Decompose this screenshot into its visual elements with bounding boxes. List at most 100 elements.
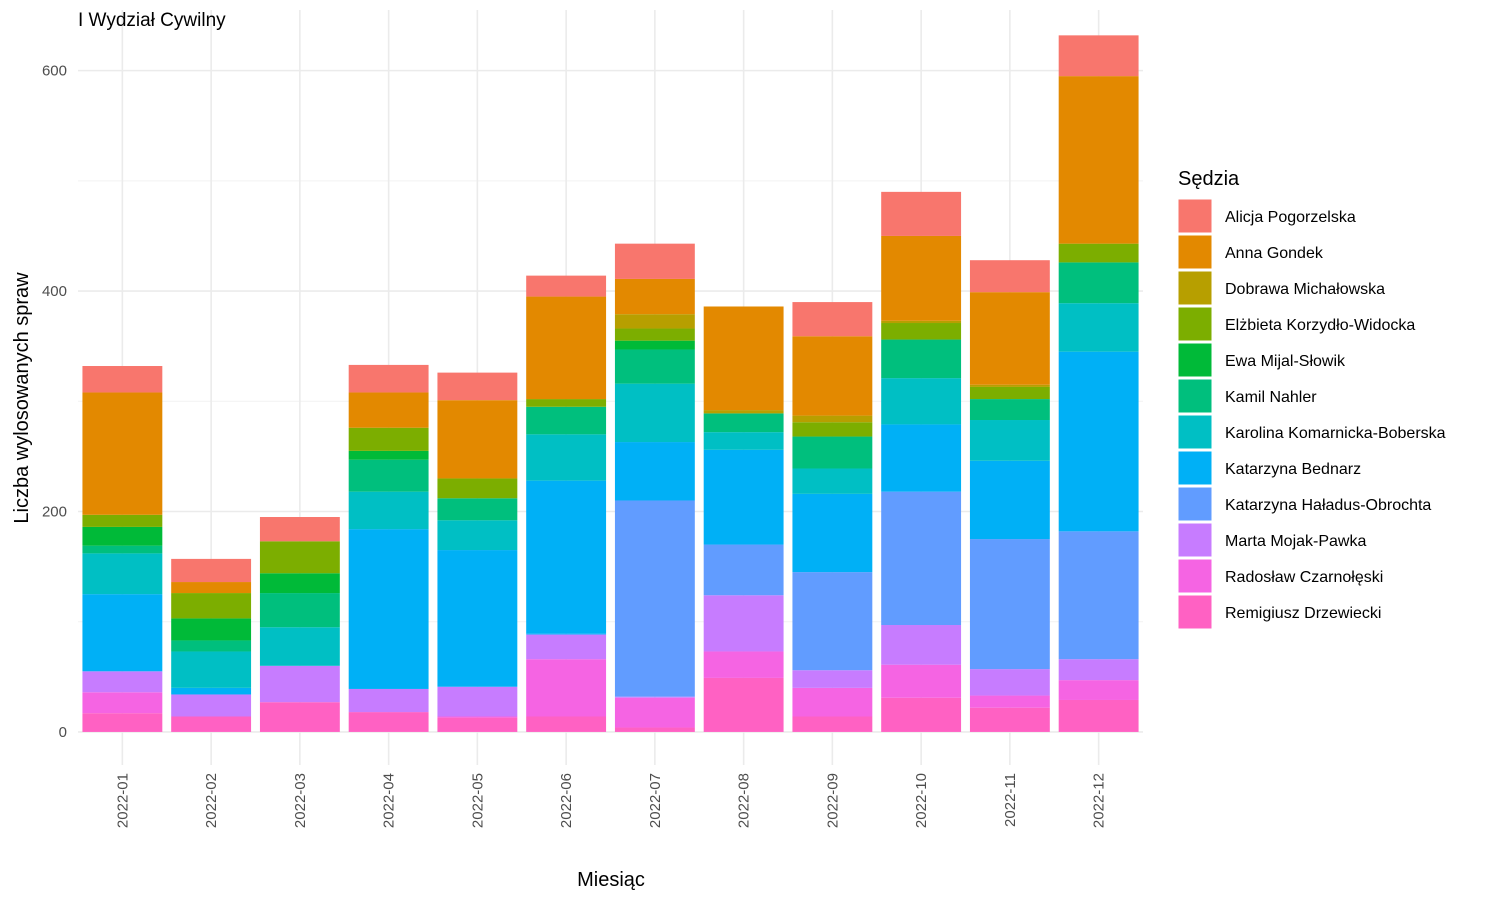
legend-item: Remigiusz Drzewiecki: [1177, 594, 1381, 630]
bar-segment: Karolina Komarnicka-Boberska — 2022-08: …: [703, 432, 784, 450]
bar-segment: Marta Mojak-Pawka — 2022-04: 21: [348, 688, 429, 713]
legend-label: Marta Mojak-Pawka: [1225, 533, 1366, 550]
x-tick-label: 2022-11: [1002, 773, 1019, 827]
bar-segment: Katarzyna Haładus-Obrochta — 2022-10: 12…: [881, 491, 962, 626]
bar-segment: Katarzyna Bednarz — 2022-06: 139: [526, 480, 607, 634]
bar-stack-2022-06: Remigiusz Drzewiecki — 2022-06: 14Radosł…: [526, 275, 607, 732]
bar-segment: Alicja Pogorzelska — 2022-11: 29: [969, 260, 1050, 293]
x-tick-label: 2022-06: [558, 773, 575, 828]
legend-title: Sędzia: [1178, 168, 1240, 190]
bar-segment: Elżbieta Korzydło-Widocka — 2022-04: 21: [348, 427, 429, 451]
bar-segment: Anna Gondek — 2022-08: 94: [703, 306, 784, 411]
bar-segment: Karolina Komarnicka-Boberska — 2022-06: …: [526, 434, 607, 481]
x-tick-label: 2022-10: [913, 773, 930, 828]
legend-item: Katarzyna Haładus-Obrochta: [1177, 486, 1431, 522]
bar-segment: Remigiusz Drzewiecki — 2022-10: 31: [881, 697, 962, 732]
bar-segment: Ewa Mijal-Słowik — 2022-04: 8: [348, 450, 429, 460]
x-tick-label: 2022-09: [824, 773, 841, 828]
bar-segment: Elżbieta Korzydło-Widocka — 2022-02: 23: [171, 593, 252, 619]
bar-segment: Marta Mojak-Pawka — 2022-09: 16: [792, 670, 873, 688]
bar-segment: Kamil Nahler — 2022-04: 29: [348, 459, 429, 492]
bar-segment: Kamil Nahler — 2022-01: 7: [82, 545, 163, 554]
bar-segment: Katarzyna Bednarz — 2022-07: 53: [614, 442, 695, 501]
bar-segment: Anna Gondek — 2022-04: 32: [348, 392, 429, 428]
bar-segment: Marta Mojak-Pawka — 2022-03: 33: [259, 665, 340, 703]
bar-segment: Kamil Nahler — 2022-10: 35: [881, 339, 962, 379]
legend-swatch: [1177, 450, 1213, 486]
bar-segment: Elżbieta Korzydło-Widocka — 2022-01: 11: [82, 514, 163, 527]
bar-stack-2022-05: Remigiusz Drzewiecki — 2022-05: 13Radosł…: [437, 372, 518, 732]
bar-segment: Elżbieta Korzydło-Widocka — 2022-10: 15: [881, 323, 962, 340]
x-axis: 2022-01 2022-02 2022-03 2022-04 2022-05 2022-…: [114, 773, 1107, 828]
legend-item: Elżbieta Korzydło-Widocka: [1177, 306, 1415, 342]
bar-segment: Karolina Komarnicka-Boberska — 2022-04: …: [348, 491, 429, 530]
legend: Sędzia Alicja Pogorzelska Anna Gondek Dobr…: [1177, 168, 1446, 630]
bar-segment: Anna Gondek — 2022-09: 72: [792, 336, 873, 416]
bar-segment: Marta Mojak-Pawka — 2022-05: 27: [437, 686, 518, 717]
bar-segment: Anna Gondek — 2022-10: 77: [881, 235, 962, 321]
legend-label: Radosław Czarnołęski: [1225, 569, 1383, 586]
bar-stack-2022-08: Remigiusz Drzewiecki — 2022-08: 49Radosł…: [703, 306, 784, 732]
bar-segment: Karolina Komarnicka-Boberska — 2022-09: …: [792, 468, 873, 494]
bar-segment: Marta Mojak-Pawka — 2022-01: 19: [82, 671, 163, 693]
bar-segment: Kamil Nahler — 2022-08: 17: [703, 413, 784, 433]
bar-segment: Katarzyna Bednarz — 2022-10: 61: [881, 424, 962, 492]
bar-segment: Remigiusz Drzewiecki — 2022-09: 14: [792, 716, 873, 732]
bar-segment: Karolina Komarnicka-Boberska — 2022-01: …: [82, 553, 163, 595]
legend-swatch: [1177, 234, 1213, 270]
bar-segment: Kamil Nahler — 2022-09: 29: [792, 436, 873, 469]
bar-segment: Marta Mojak-Pawka — 2022-07: 1: [614, 696, 695, 698]
bar-segment: Elżbieta Korzydło-Widocka — 2022-09: 13: [792, 422, 873, 437]
bar-stack-2022-10: Remigiusz Drzewiecki — 2022-10: 31Radosł…: [881, 191, 962, 732]
bar-segment: Katarzyna Haładus-Obrochta — 2022-06: 1: [526, 633, 607, 635]
y-tick-label: 200: [42, 503, 67, 520]
legend-label: Karolina Komarnicka-Boberska: [1225, 425, 1446, 442]
bar-segment: Radosław Czarnołęski — 2022-10: 30: [881, 664, 962, 698]
bar-segment: Dobrawa Michałowska — 2022-09: 6: [792, 415, 873, 423]
legend-item: Karolina Komarnicka-Boberska: [1177, 414, 1446, 450]
bar-segment: Remigiusz Drzewiecki — 2022-05: 13: [437, 717, 518, 732]
bar-segment: Remigiusz Drzewiecki — 2022-11: 22: [969, 707, 1050, 732]
bar-stack-2022-04: Remigiusz Drzewiecki — 2022-04: 18Marta …: [348, 364, 429, 732]
bar-segment: Katarzyna Haładus-Obrochta — 2022-07: 17…: [614, 500, 695, 697]
bar-segment: Kamil Nahler — 2022-12: 37: [1058, 262, 1139, 304]
bar-segment: Remigiusz Drzewiecki — 2022-08: 49: [703, 677, 784, 732]
bar-segment: Alicja Pogorzelska — 2022-12: 37: [1058, 35, 1139, 77]
bar-segment: Katarzyna Bednarz — 2022-08: 86: [703, 449, 784, 545]
bar-segment: Katarzyna Bednarz — 2022-01: 70: [82, 594, 163, 672]
bar-stack-2022-09: Remigiusz Drzewiecki — 2022-09: 14Radosł…: [792, 302, 873, 732]
bar-segment: Radosław Czarnołęski — 2022-08: 24: [703, 651, 784, 678]
bar-segment: Remigiusz Drzewiecki — 2022-04: 18: [348, 712, 429, 732]
bar-segment: Katarzyna Bednarz — 2022-02: 6: [171, 687, 252, 695]
bar-segment: Kamil Nahler — 2022-11: 19: [969, 399, 1050, 421]
bar-segment: Alicja Pogorzelska — 2022-03: 22: [259, 517, 340, 542]
x-axis-title: Miesiąc: [577, 869, 645, 891]
y-tick-label: 0: [59, 724, 67, 741]
bar-segment: Katarzyna Haładus-Obrochta — 2022-12: 11…: [1058, 531, 1139, 660]
bar-stack-2022-11: Remigiusz Drzewiecki — 2022-11: 22Radosł…: [969, 260, 1050, 732]
bar-segment: Remigiusz Drzewiecki — 2022-01: 17: [82, 713, 163, 732]
bar-segment: Elżbieta Korzydło-Widocka — 2022-11: 11: [969, 386, 1050, 400]
bar-segment: Ewa Mijal-Słowik — 2022-01: 17: [82, 526, 163, 546]
bar-segment: Remigiusz Drzewiecki — 2022-03: 27: [259, 702, 340, 732]
bar-segment: Elżbieta Korzydło-Widocka — 2022-06: 7: [526, 399, 607, 407]
bar-segment: Alicja Pogorzelska — 2022-04: 25: [348, 364, 429, 393]
legend-label: Remigiusz Drzewiecki: [1225, 605, 1381, 622]
bar-segment: Marta Mojak-Pawka — 2022-08: 51: [703, 595, 784, 652]
legend-item: Anna Gondek: [1177, 234, 1324, 270]
bar-segment: Remigiusz Drzewiecki — 2022-06: 14: [526, 716, 607, 732]
bar-segment: Anna Gondek — 2022-01: 111: [82, 392, 163, 515]
bar-segment: Radosław Czarnołęski — 2022-07: 27: [614, 697, 695, 728]
bar-segment: Elżbieta Korzydło-Widocka — 2022-07: 11: [614, 328, 695, 341]
x-tick-label: 2022-12: [1091, 773, 1108, 828]
legend-swatch: [1177, 594, 1213, 630]
bar-segment: Kamil Nahler — 2022-03: 31: [259, 593, 340, 628]
bar-segment: Katarzyna Bednarz — 2022-12: 163: [1058, 351, 1139, 532]
legend-item: Dobrawa Michałowska: [1177, 270, 1385, 306]
y-axis-title: Liczba wylosowanych spraw: [11, 272, 33, 524]
x-tick-label: 2022-03: [292, 773, 309, 828]
bar-segment: Kamil Nahler — 2022-02: 10: [171, 640, 252, 652]
legend-label: Katarzyna Haładus-Obrochta: [1225, 497, 1431, 514]
y-tick-label: 400: [42, 283, 67, 300]
